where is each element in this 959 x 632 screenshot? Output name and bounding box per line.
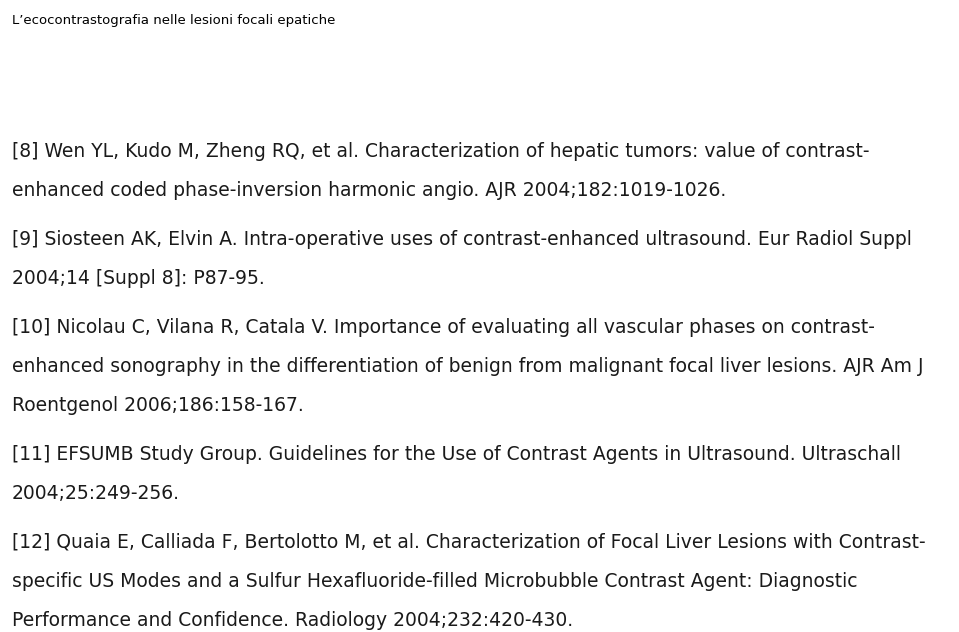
Text: enhanced sonography in the differentiation of benign from malignant focal liver : enhanced sonography in the differentiati… bbox=[12, 357, 923, 376]
Text: 2004;14 [Suppl 8]: P87-95.: 2004;14 [Suppl 8]: P87-95. bbox=[12, 269, 265, 288]
Text: L’ecocontrastografia nelle lesioni focali epatiche: L’ecocontrastografia nelle lesioni focal… bbox=[12, 14, 335, 27]
Text: Performance and Confidence. Radiology 2004;232:420-430.: Performance and Confidence. Radiology 20… bbox=[12, 611, 573, 630]
Text: [10] Nicolau C, Vilana R, Catala V. Importance of evaluating all vascular phases: [10] Nicolau C, Vilana R, Catala V. Impo… bbox=[12, 318, 875, 337]
Text: [12] Quaia E, Calliada F, Bertolotto M, et al. Characterization of Focal Liver L: [12] Quaia E, Calliada F, Bertolotto M, … bbox=[12, 533, 925, 552]
Text: [8] Wen YL, Kudo M, Zheng RQ, et al. Characterization of hepatic tumors: value o: [8] Wen YL, Kudo M, Zheng RQ, et al. Cha… bbox=[12, 142, 869, 161]
Text: [9] Siosteen AK, Elvin A. Intra-operative uses of contrast-enhanced ultrasound. : [9] Siosteen AK, Elvin A. Intra-operativ… bbox=[12, 230, 911, 249]
Text: enhanced coded phase-inversion harmonic angio. AJR 2004;182:1019-1026.: enhanced coded phase-inversion harmonic … bbox=[12, 181, 726, 200]
Text: Roentgenol 2006;186:158-167.: Roentgenol 2006;186:158-167. bbox=[12, 396, 303, 415]
Text: [11] EFSUMB Study Group. Guidelines for the Use of Contrast Agents in Ultrasound: [11] EFSUMB Study Group. Guidelines for … bbox=[12, 445, 901, 464]
Text: 2004;25:249-256.: 2004;25:249-256. bbox=[12, 484, 179, 503]
Text: specific US Modes and a Sulfur Hexafluoride-filled Microbubble Contrast Agent: D: specific US Modes and a Sulfur Hexafluor… bbox=[12, 572, 857, 591]
